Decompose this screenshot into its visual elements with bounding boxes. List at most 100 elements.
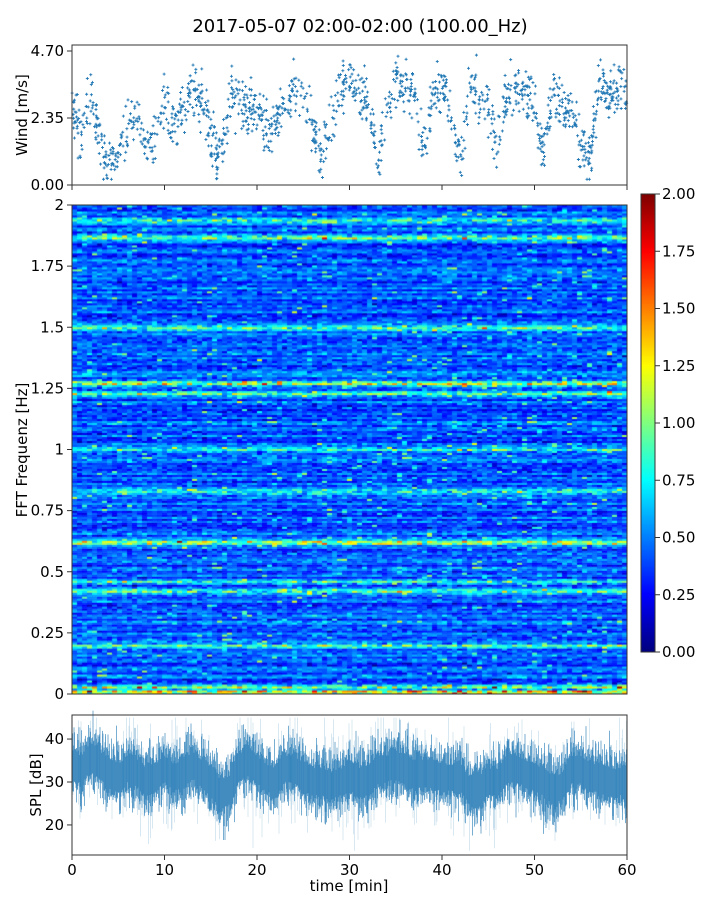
wind-data-point [486, 110, 490, 114]
wind-data-point [341, 89, 345, 93]
wind-data-point [135, 127, 139, 131]
colorbar-tick-label: 1.25 [662, 357, 695, 375]
wind-data-point [404, 72, 408, 76]
wind-data-point [439, 73, 443, 77]
wind-data-point [410, 72, 414, 76]
spl-panel: SPL [dB] time [min] 20 30 40 0 10 20 30 40 50 60 [27, 710, 637, 895]
wind-data-point [377, 158, 381, 162]
wind-data-point [113, 168, 117, 172]
wind-data-point [226, 129, 230, 133]
wind-data-point [84, 105, 88, 109]
wind-data-point [338, 73, 342, 77]
wind-data-point [428, 129, 432, 133]
wind-data-point [322, 160, 326, 164]
wind-data-point [260, 117, 264, 121]
wind-data-point [419, 107, 423, 111]
wind-data-point [490, 122, 494, 126]
wind-data-point [553, 77, 557, 81]
wind-data-point [250, 129, 254, 133]
wind-data-point [167, 91, 171, 95]
wind-data-point [173, 130, 177, 134]
wind-data-point [603, 100, 607, 104]
wind-data-point [163, 106, 167, 110]
wind-data-point [237, 80, 241, 84]
wind-data-point [317, 128, 321, 132]
wind-data-point [230, 106, 234, 110]
wind-data-point [322, 120, 326, 124]
wind-data-point [582, 164, 586, 168]
wind-data-point [75, 93, 79, 97]
wind-data-point [522, 85, 526, 89]
wind-data-point [274, 113, 278, 117]
wind-data-point [526, 75, 530, 79]
wind-data-point [372, 123, 376, 127]
wind-data-point [571, 115, 575, 119]
wind-data-point [150, 149, 154, 153]
wind-ytick-label: 2.35 [31, 109, 64, 127]
wind-data-point [541, 162, 545, 166]
wind-data-point [244, 119, 248, 123]
spectrogram-ytick-label: 1.5 [40, 318, 64, 336]
wind-data-point [380, 144, 384, 148]
wind-data-point [536, 132, 540, 136]
wind-data-point [170, 123, 174, 127]
wind-data-point [387, 95, 391, 99]
wind-data-point [378, 172, 382, 176]
wind-data-point [274, 123, 278, 127]
wind-data-point [297, 78, 301, 82]
wind-data-point [394, 61, 398, 65]
wind-data-point [254, 94, 258, 98]
wind-data-point [615, 86, 619, 90]
wind-data-point [94, 103, 98, 107]
wind-data-point [581, 158, 585, 162]
wind-data-point [380, 110, 384, 114]
wind-data-point [217, 137, 221, 141]
wind-data-point [401, 74, 405, 78]
spectrogram-axes-frame [71, 204, 628, 695]
wind-data-point [241, 80, 245, 84]
wind-data-point [245, 128, 249, 132]
wind-data-point [596, 64, 600, 68]
wind-data-point [404, 89, 408, 93]
wind-data-point [314, 130, 318, 134]
wind-data-point [611, 91, 615, 95]
wind-data-point [294, 102, 298, 106]
wind-data-point [341, 97, 345, 101]
wind-data-point [202, 107, 206, 111]
xtick-label: 40 [432, 861, 451, 879]
wind-data-point [601, 74, 605, 78]
wind-data-point [344, 87, 348, 91]
wind-data-point [341, 81, 345, 85]
wind-data-point [104, 152, 108, 156]
wind-data-point [75, 126, 79, 130]
wind-data-point [398, 94, 402, 98]
wind-data-point [267, 127, 271, 131]
wind-data-point [525, 116, 529, 120]
wind-data-point [447, 108, 451, 112]
wind-data-point [623, 106, 627, 110]
wind-data-point [276, 116, 280, 120]
wind-data-point [350, 81, 354, 85]
wind-data-point [542, 151, 546, 155]
wind-data-point [360, 117, 364, 121]
wind-data-point [528, 98, 532, 102]
wind-data-point [251, 111, 255, 115]
wind-data-point [110, 162, 114, 166]
wind-data-point [519, 88, 523, 92]
wind-data-point [84, 119, 88, 123]
wind-data-point [477, 121, 481, 125]
wind-data-point [99, 162, 103, 166]
wind-data-point [434, 79, 438, 83]
wind-data-point [548, 125, 552, 129]
wind-data-point [197, 120, 201, 124]
wind-data-point [132, 123, 136, 127]
wind-data-point [545, 132, 549, 136]
wind-data-point [585, 156, 589, 160]
wind-data-point [593, 116, 597, 120]
wind-data-point [512, 108, 516, 112]
wind-data-point [109, 177, 113, 181]
wind-data-point [576, 158, 580, 162]
wind-data-point [574, 124, 578, 128]
wind-data-point [501, 120, 505, 124]
